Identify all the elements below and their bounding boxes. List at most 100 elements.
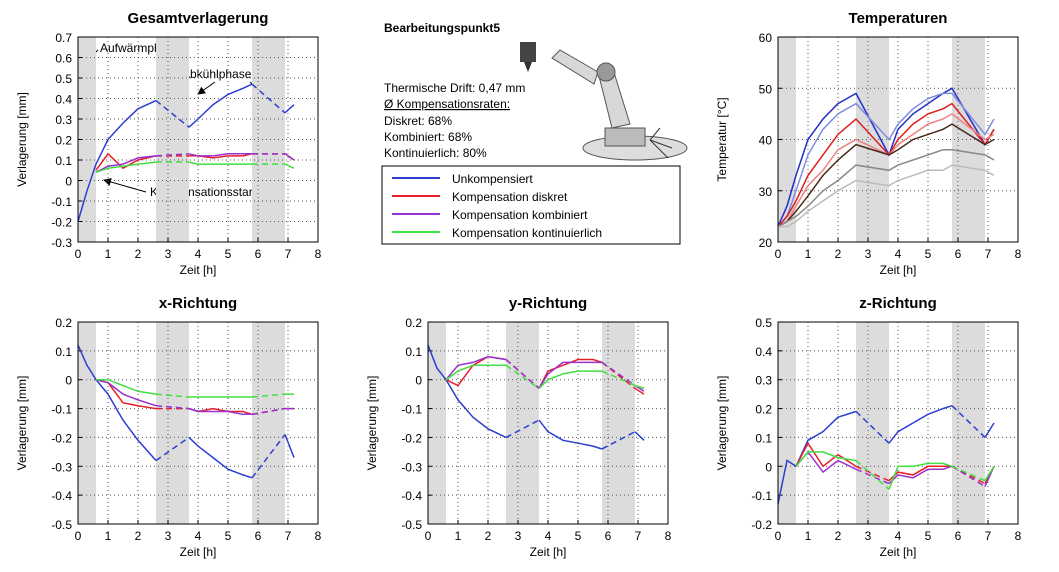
- y-tick-label: 40: [759, 134, 773, 148]
- x-tick-label: 2: [135, 529, 142, 543]
- plot-frame: [427, 321, 669, 525]
- series-line: [96, 378, 294, 398]
- y-tick-label: 0: [65, 175, 72, 189]
- y-tick-label: -0.4: [51, 489, 72, 503]
- x-tick-label: 6: [255, 529, 262, 543]
- x-tick-label: 1: [805, 247, 812, 261]
- dashed-segment: [155, 436, 190, 462]
- annotation: Abkühlphasen: [182, 67, 258, 81]
- dashed-segment: [855, 410, 890, 444]
- x-tick-label: 7: [985, 529, 992, 543]
- dashed-segment: [505, 364, 540, 389]
- dashed-segment: [855, 465, 890, 482]
- y-tick-label: 0: [415, 374, 422, 388]
- x-tick-label: 7: [985, 247, 992, 261]
- x-tick-label: 1: [105, 529, 112, 543]
- y-tick-label: 0.3: [55, 113, 72, 127]
- y-axis-label: Verlagerung [mm]: [365, 376, 379, 471]
- x-tick-label: 6: [605, 529, 612, 543]
- dashed-segment: [951, 405, 986, 438]
- x-tick-label: 8: [1015, 529, 1022, 543]
- x-tick-label: 8: [1015, 247, 1022, 261]
- x-tick-label: 0: [775, 529, 782, 543]
- y-tick-label: 50: [759, 82, 773, 96]
- dashed-segment: [251, 83, 286, 114]
- x-tick-label: 7: [285, 247, 292, 261]
- y-tick-label: 0.5: [55, 72, 72, 86]
- dashed-segment: [951, 465, 986, 485]
- series-line: [777, 92, 995, 228]
- dashed-segment: [251, 393, 286, 398]
- info-title: Bearbeitungspunkt5: [384, 21, 500, 35]
- y-tick-label: -0.2: [751, 518, 772, 532]
- x-tick-label: 6: [955, 529, 962, 543]
- dashed-segment: [155, 393, 190, 398]
- shaded-band: [778, 322, 796, 524]
- x-tick-label: 3: [515, 529, 522, 543]
- x-axis-label: Zeit [h]: [530, 545, 567, 559]
- legend-label: Kompensation kontinuierlich: [452, 226, 602, 240]
- series-line: [445, 364, 645, 390]
- info-line: Kontinuierlich: 80%: [384, 146, 487, 160]
- y-tick-label: 0.3: [755, 374, 772, 388]
- x-tick-label: 5: [225, 529, 232, 543]
- y-tick-label: -0.5: [51, 518, 72, 532]
- series-line: [778, 164, 995, 228]
- x-tick-label: 5: [925, 247, 932, 261]
- x-tick-label: 1: [455, 529, 462, 543]
- x-tick-label: 2: [835, 529, 842, 543]
- x-tick-label: 0: [75, 529, 82, 543]
- y-tick-label: 60: [759, 31, 773, 45]
- chart-title: x-Richtung: [159, 295, 237, 312]
- x-tick-label: 0: [75, 247, 82, 261]
- x-tick-label: 8: [315, 247, 322, 261]
- y-tick-label: -0.3: [401, 460, 422, 474]
- series-line: [777, 404, 995, 504]
- info-line: Ø Kompensationsraten:: [384, 97, 510, 111]
- y-axis-label: Temperatur [°C]: [715, 97, 729, 181]
- x-tick-label: 2: [135, 247, 142, 261]
- x-axis-label: Zeit [h]: [880, 545, 917, 559]
- y-tick-label: 0.5: [755, 316, 772, 330]
- series-line: [777, 149, 995, 228]
- legend-label: Unkompensiert: [452, 172, 533, 186]
- legend-label: Kompensation diskret: [452, 190, 568, 204]
- y-axis-label: Verlagerung [mm]: [15, 376, 29, 471]
- x-tick-label: 3: [165, 247, 172, 261]
- dashed-segment: [251, 407, 286, 416]
- info-line: Kombiniert: 68%: [384, 130, 472, 144]
- y-tick-label: 20: [759, 236, 773, 250]
- dashed-segment: [155, 404, 190, 410]
- y-tick-label: 0.2: [55, 134, 72, 148]
- y-tick-label: 0.2: [405, 316, 422, 330]
- chart-title: Gesamtverlagerung: [128, 10, 269, 27]
- y-tick-label: -0.4: [401, 489, 422, 503]
- y-tick-label: 0.2: [55, 316, 72, 330]
- x-tick-label: 5: [925, 529, 932, 543]
- x-tick-label: 1: [105, 247, 112, 261]
- x-tick-label: 2: [485, 529, 492, 543]
- x-tick-label: 4: [895, 247, 902, 261]
- x-tick-label: 8: [665, 529, 672, 543]
- shaded-band: [856, 322, 889, 524]
- x-axis-label: Zeit [h]: [180, 263, 217, 277]
- y-tick-label: -0.1: [51, 195, 72, 209]
- dashed-segment: [855, 468, 890, 485]
- x-tick-label: 2: [835, 247, 842, 261]
- dashed-segment: [155, 99, 190, 128]
- series-line: [95, 378, 294, 416]
- x-tick-label: 7: [635, 529, 642, 543]
- x-tick-label: 7: [285, 529, 292, 543]
- y-tick-label: -0.5: [401, 518, 422, 532]
- x-tick-label: 3: [165, 529, 172, 543]
- y-axis-label: Verlagerung [mm]: [715, 376, 729, 471]
- y-tick-label: -0.1: [51, 403, 72, 417]
- x-tick-label: 6: [255, 247, 262, 261]
- series-line: [427, 344, 645, 450]
- dashed-segment: [951, 465, 986, 482]
- y-tick-label: -0.2: [401, 431, 422, 445]
- plot-frame: [77, 36, 319, 243]
- y-tick-label: 30: [759, 185, 773, 199]
- shaded-band: [156, 322, 189, 524]
